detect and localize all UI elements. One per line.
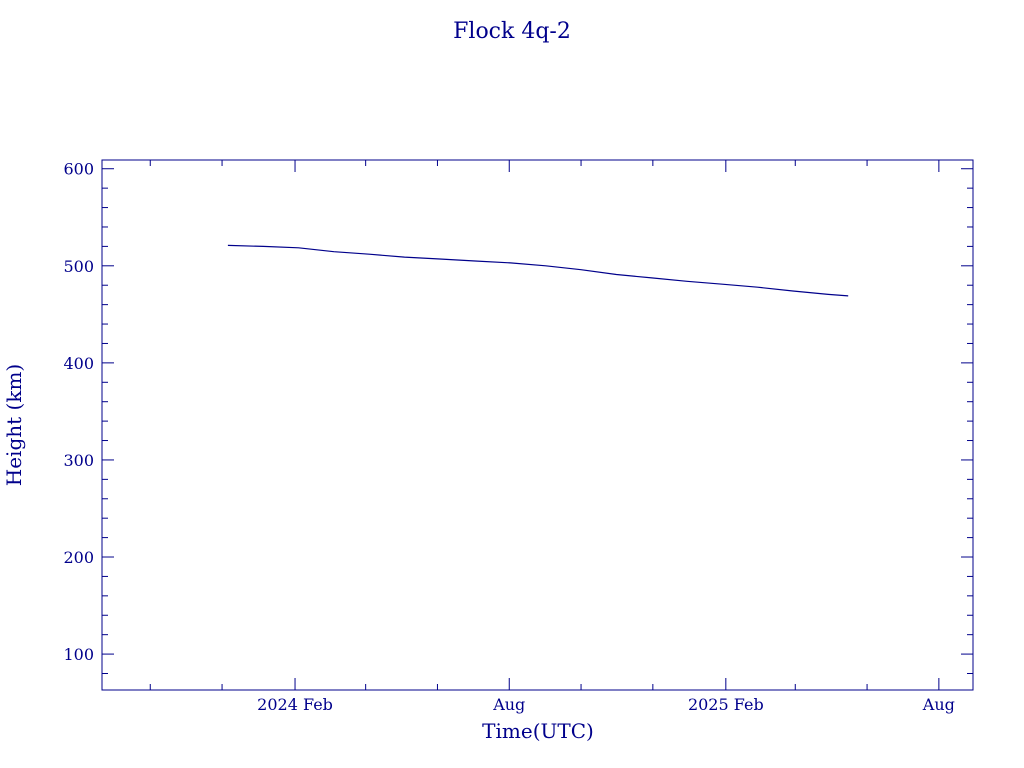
chart-title: Flock 4q-2 (453, 19, 571, 44)
y-tick-label: 500 (63, 257, 94, 276)
plot-frame (101, 159, 974, 691)
x-tick-label: 2024 Feb (257, 695, 333, 714)
y-tick-label: 600 (63, 160, 94, 179)
x-tick-label: Aug (922, 695, 955, 714)
y-tick-label: 300 (63, 451, 94, 470)
y-tick-label: 200 (63, 548, 94, 567)
y-axis-label: Height (km) (2, 364, 26, 486)
x-axis-ticks: 2024 Feb Aug 2025 Feb Aug (149, 160, 955, 714)
y-tick-label: 100 (63, 645, 94, 664)
x-tick-label: 2025 Feb (688, 695, 764, 714)
height-series-line (227, 244, 849, 297)
x-axis-label: Time(UTC) (482, 719, 594, 743)
y-tick-label: 400 (63, 354, 94, 373)
series-group (227, 244, 849, 297)
x-tick-label: Aug (492, 695, 525, 714)
y-axis-ticks: 100 200 300 400 500 600 (63, 160, 973, 674)
